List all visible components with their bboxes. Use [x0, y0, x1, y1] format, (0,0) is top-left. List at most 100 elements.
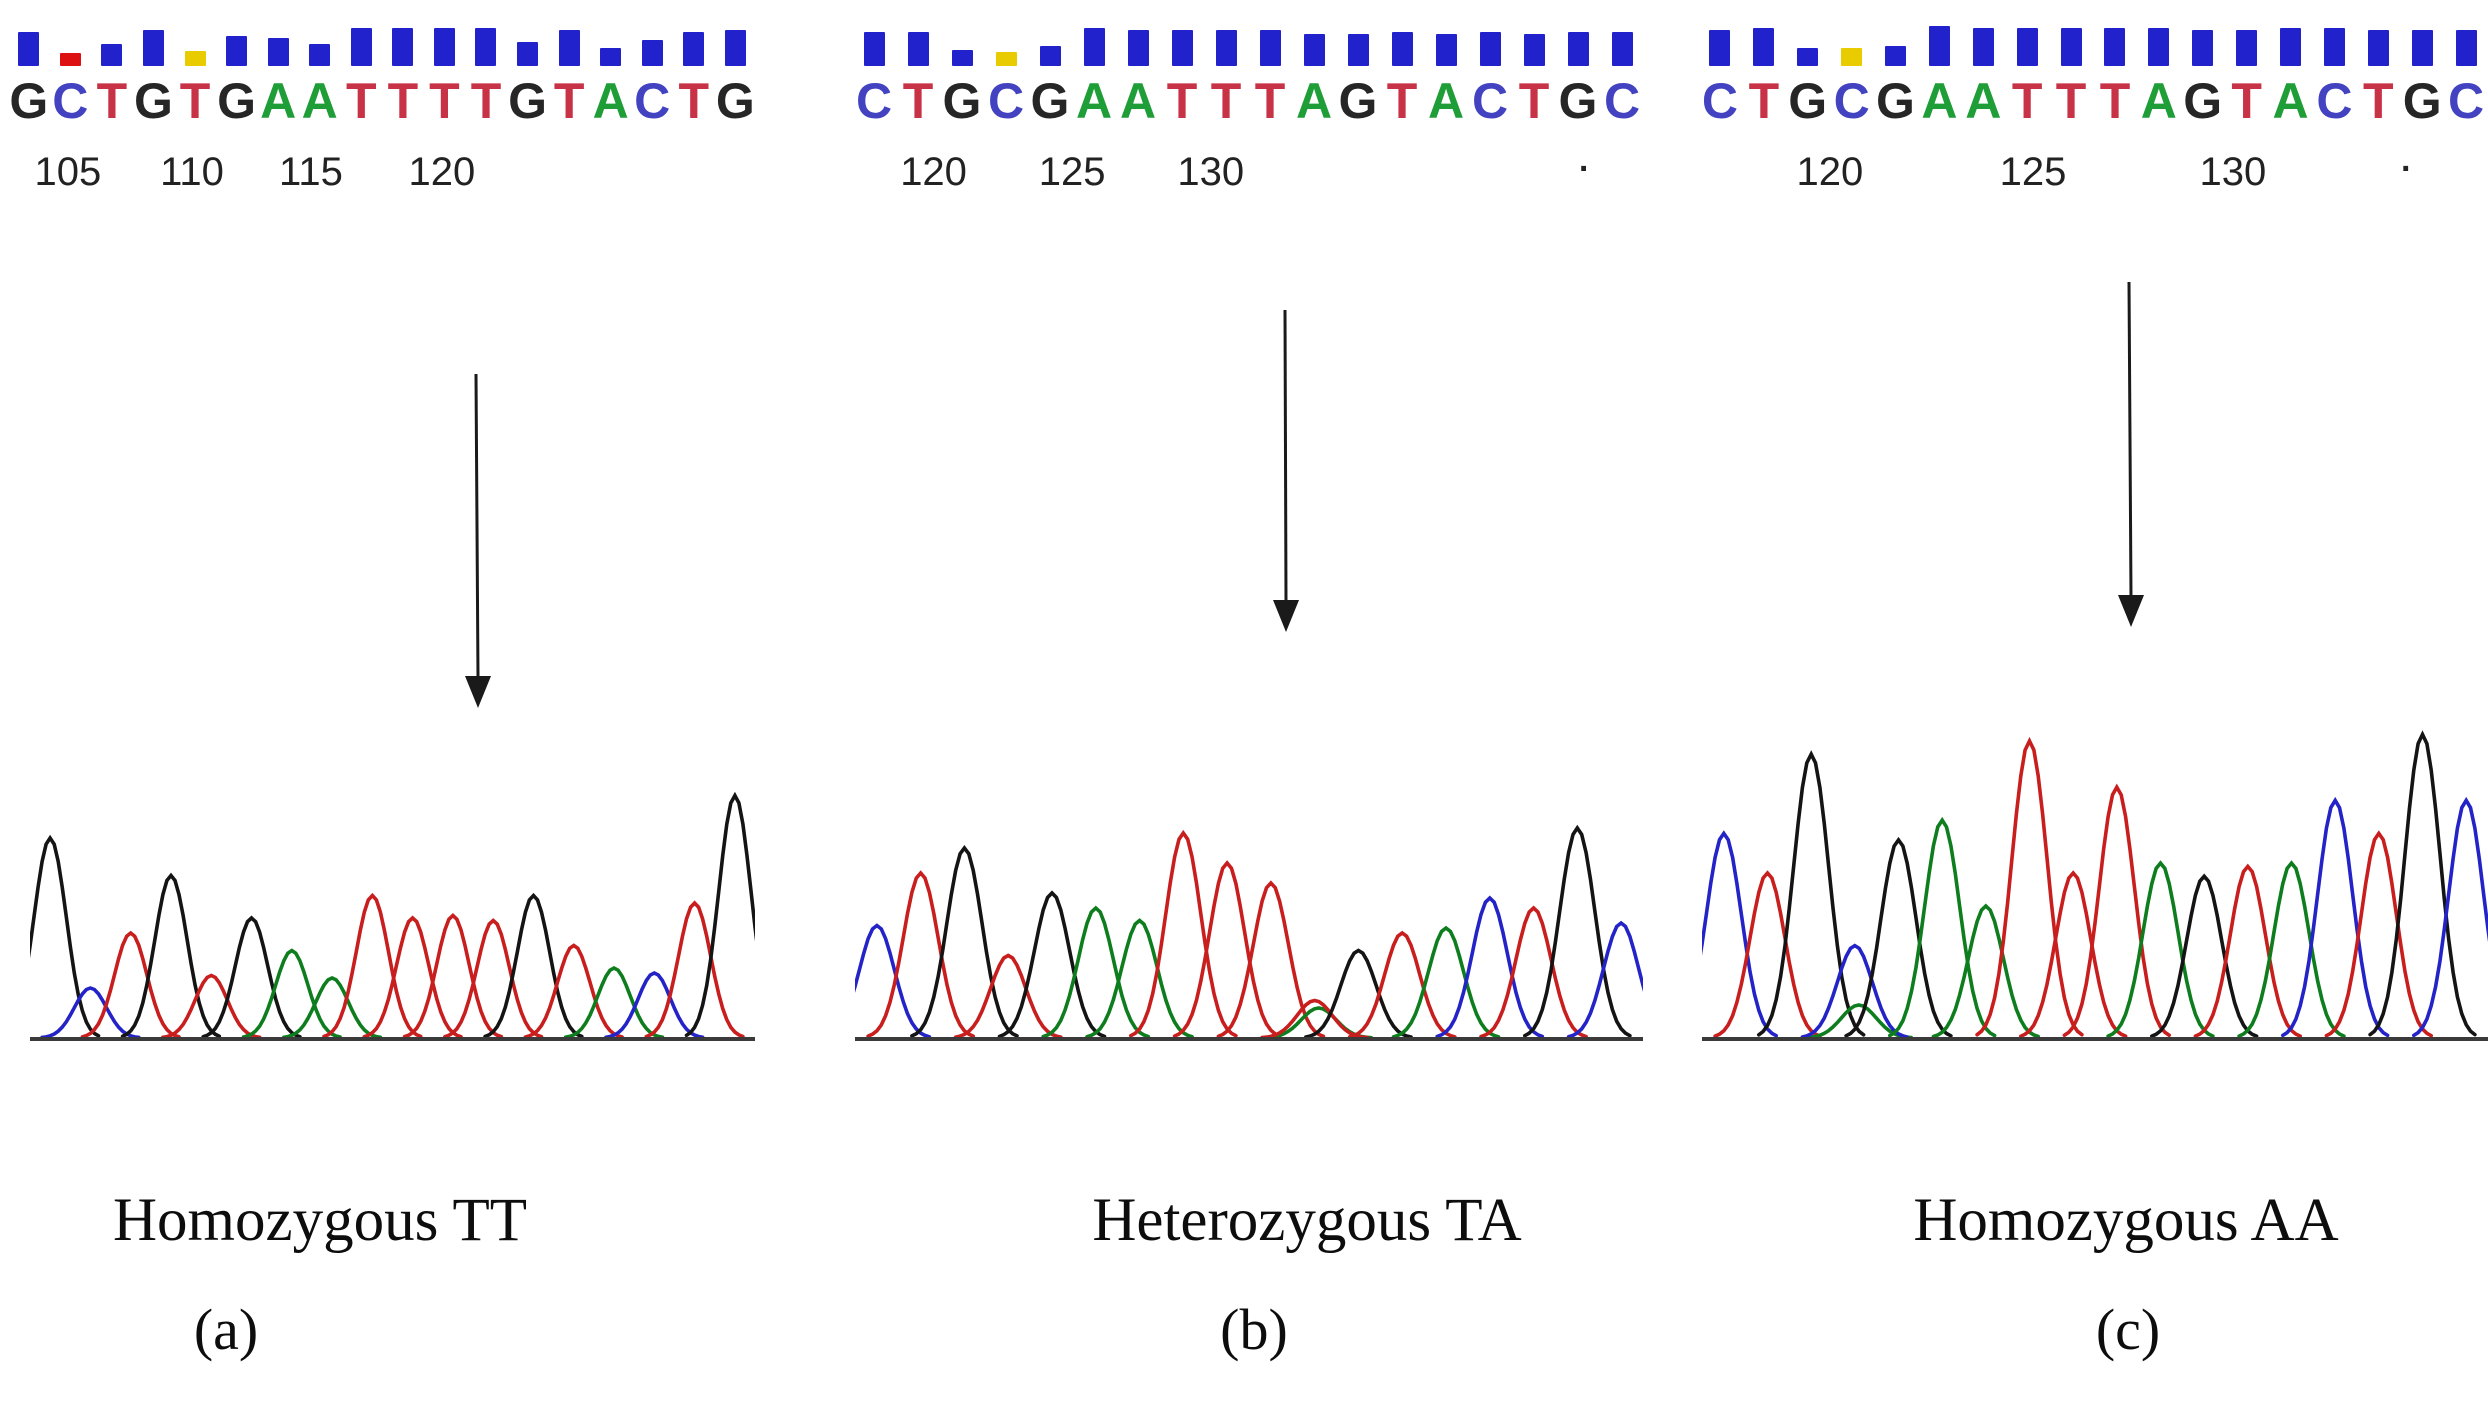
quality-bar-cell [299, 20, 341, 66]
trace-peak-blue [1435, 895, 1545, 1039]
down-arrow-icon [465, 373, 491, 708]
quality-bar-cell [507, 20, 549, 66]
quality-bar-cell [1248, 20, 1292, 66]
base-call: G [1338, 73, 1378, 129]
trace-peak-red [644, 900, 745, 1039]
base-call: T [2363, 73, 2394, 129]
trace-peak-black [2368, 730, 2477, 1037]
quality-bar-cell [2225, 20, 2269, 66]
quality-bar-cell [1072, 20, 1116, 66]
base-call: T [1518, 73, 1550, 129]
ruler-position-number: 125 [1999, 150, 2067, 194]
ruler-tick-dot: · [2400, 150, 2413, 188]
quality-bar-cell [1468, 20, 1512, 66]
quality-bar [392, 28, 414, 66]
quality-bar [2148, 28, 2170, 66]
ruler-tick-dot: · [1578, 150, 1591, 188]
trace-peak-red [1713, 870, 1822, 1038]
quality-bar-cell [2093, 20, 2137, 66]
quality-bar [1083, 28, 1105, 66]
quality-bar [267, 38, 289, 66]
base-call: G [1788, 73, 1828, 129]
base-call: C [2448, 73, 2485, 129]
quality-bar [1523, 34, 1545, 66]
quality-bar-row [852, 20, 1644, 66]
quality-bar [2192, 30, 2214, 66]
base-call: G [508, 73, 547, 129]
quality-bar [951, 50, 973, 66]
quality-bar [1972, 28, 1994, 66]
trace-peak-black [910, 844, 1019, 1038]
position-ruler: 105 110 115 120 [8, 150, 756, 198]
trace-peak-black [483, 892, 584, 1039]
quality-bar-cell [1160, 20, 1204, 66]
quality-bar [1303, 34, 1325, 66]
trace-peak-green [1085, 918, 1194, 1039]
trace-peak-blue [604, 970, 705, 1040]
quality-bar-cell [984, 20, 1028, 66]
quality-bar-cell [2049, 20, 2093, 66]
chromatogram-trace-b [855, 824, 1643, 1041]
quality-bar-cell [1292, 20, 1336, 66]
trace-peak-green [1888, 816, 1997, 1038]
base-call: A [260, 73, 297, 129]
ruler-position-number: 130 [1177, 150, 1245, 194]
trace-peak-black [684, 791, 755, 1038]
quality-bar-cell [1028, 20, 1072, 66]
chromatogram-trace-c [1702, 730, 2488, 1041]
chromatogram-trace-a [30, 791, 755, 1041]
genotype-label-a: Homozygous TT [113, 1187, 527, 1254]
quality-bar [724, 30, 746, 66]
trace-peak-green [1931, 903, 2040, 1039]
base-call: T [470, 73, 502, 129]
position-ruler: 120 125 130 · [852, 150, 1644, 198]
base-call: C [1701, 73, 1738, 129]
quality-bar-cell [257, 20, 299, 66]
quality-bar-cell [341, 20, 383, 66]
quality-bar-cell [548, 20, 590, 66]
trace-peak-green [1041, 905, 1151, 1039]
base-call: C [52, 73, 89, 129]
quality-bar-cell [673, 20, 715, 66]
panel-letter-a: (a) [193, 1297, 259, 1362]
trace-peak-red [1479, 905, 1588, 1039]
trace-peak-red [362, 915, 463, 1039]
quality-bar [683, 32, 705, 66]
base-call: T [1210, 73, 1242, 129]
quality-bar-cell [1830, 20, 1874, 66]
quality-bar [1347, 34, 1369, 66]
quality-bar [907, 32, 929, 66]
base-call: T [678, 73, 710, 129]
quality-bar-cell [1917, 20, 1961, 66]
quality-bar [517, 42, 539, 66]
quality-bar [558, 30, 580, 66]
quality-bar-cell [91, 20, 133, 66]
base-call: G [217, 73, 257, 129]
trace-peak-red [1347, 930, 1457, 1039]
quality-bar [1753, 28, 1775, 66]
quality-bar [226, 36, 248, 66]
trace-peak-black [1304, 948, 1413, 1039]
trace-peak-black [30, 834, 101, 1038]
trace-peak-red [1260, 998, 1369, 1040]
quality-bar [2367, 30, 2389, 66]
quality-bar-cell [1424, 20, 1468, 66]
base-call: T [553, 73, 585, 129]
quality-bar-cell [1742, 20, 1786, 66]
quality-bar-row [8, 20, 756, 66]
base-call: T [346, 73, 377, 129]
base-call: G [1558, 73, 1598, 129]
base-call: G [1876, 73, 1915, 129]
quality-bar-cell [465, 20, 507, 66]
quality-bar-cell [1600, 20, 1644, 66]
quality-bar-cell [174, 20, 216, 66]
base-call: C [1471, 73, 1509, 129]
quality-bar [2016, 28, 2038, 66]
quality-bar-cell [631, 20, 673, 66]
quality-bar [995, 52, 1017, 66]
quality-bar-cell [2444, 20, 2488, 66]
trace-peak-red [2062, 783, 2171, 1037]
